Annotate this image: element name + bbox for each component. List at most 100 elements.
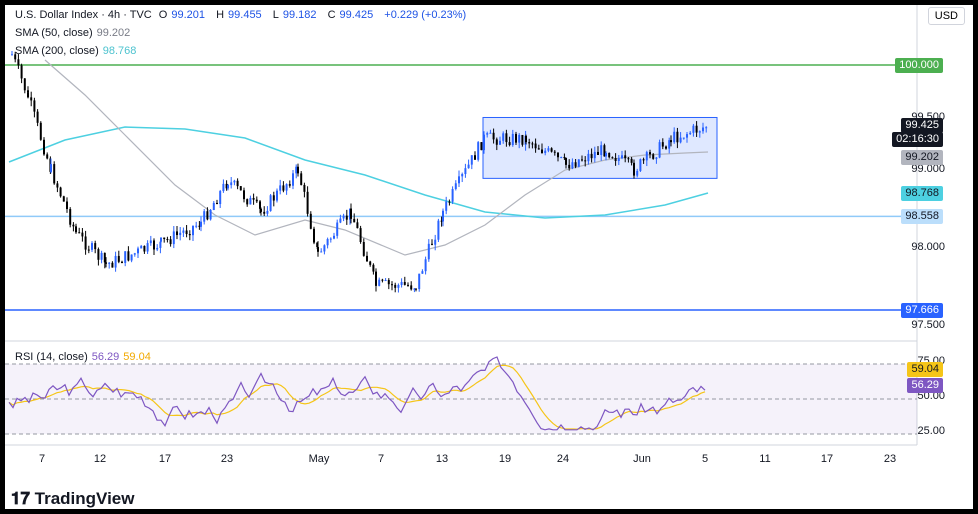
- candle-body: [415, 288, 417, 290]
- candle-body: [467, 164, 470, 169]
- candle-body: [182, 230, 185, 233]
- candle-body: [252, 197, 255, 200]
- candle-body: [156, 247, 159, 250]
- tradingview-logo[interactable]: 𝟏𝟕 TradingView: [11, 489, 134, 509]
- sma200-legend[interactable]: SMA (200, close) 98.768: [15, 45, 140, 57]
- low-value: 99.182: [282, 9, 317, 21]
- candle-body: [621, 155, 623, 159]
- candle-body: [72, 224, 75, 227]
- candle-body: [366, 255, 368, 262]
- candle-body: [306, 191, 309, 214]
- candle-body: [20, 65, 23, 79]
- change-value: +0.229 (+0.23%): [384, 9, 467, 21]
- symbol-title[interactable]: U.S. Dollar Index · 4h · TVC: [15, 9, 152, 21]
- candle-body: [673, 131, 676, 143]
- candle-body: [53, 164, 56, 184]
- sma50-legend[interactable]: SMA (50, close) 99.202: [15, 27, 134, 39]
- candle-body: [219, 191, 222, 205]
- candle-body: [642, 159, 645, 161]
- sma200-value: 98.768: [102, 45, 137, 57]
- x-tick-11: 11: [759, 453, 771, 465]
- candle-body: [670, 140, 672, 143]
- candle-body: [445, 201, 448, 211]
- candle-body: [94, 243, 97, 250]
- candle-body: [518, 134, 521, 143]
- candle-body: [434, 239, 437, 245]
- candle-body: [27, 92, 29, 98]
- rsi-tick-50: 50.00: [917, 390, 945, 402]
- candle-body: [216, 202, 218, 205]
- candle-body: [458, 176, 460, 184]
- sma200-price-label: 98.768: [901, 186, 943, 201]
- candle-body: [288, 184, 291, 186]
- candle-body: [46, 154, 49, 159]
- rsi-ma-line: [8, 364, 706, 430]
- candle-body: [689, 132, 692, 135]
- candle-body: [66, 201, 68, 210]
- candle-body: [263, 211, 266, 214]
- currency-button[interactable]: USD: [927, 7, 965, 25]
- high-label: H: [216, 9, 225, 21]
- candle-body: [84, 236, 87, 250]
- candle-body: [502, 133, 505, 141]
- candle-body: [127, 251, 130, 261]
- candle-body: [100, 252, 103, 260]
- chart-canvas[interactable]: [5, 5, 973, 509]
- candle-body: [541, 149, 543, 153]
- candle-body: [297, 166, 299, 174]
- candle-body: [391, 284, 393, 286]
- candle-body: [590, 153, 593, 159]
- candle-body: [534, 143, 537, 149]
- candle-body: [614, 157, 617, 162]
- x-tick-5: 7: [377, 453, 385, 465]
- open-value: 99.201: [171, 9, 206, 21]
- x-tick-12: 17: [820, 453, 834, 465]
- x-tick-3: 23: [220, 453, 234, 465]
- rsi-legend[interactable]: RSI (14, close) 56.29 59.04: [15, 351, 155, 363]
- candle-body: [499, 140, 501, 145]
- candle-body: [574, 162, 577, 167]
- candle-body: [255, 199, 258, 202]
- candle-body: [525, 135, 527, 143]
- candle-body: [461, 174, 464, 177]
- candle-body: [387, 280, 390, 285]
- candle-body: [97, 249, 100, 260]
- candle-body: [103, 252, 106, 263]
- candle-body: [528, 142, 531, 144]
- sma200-line: [8, 126, 709, 219]
- candle-body: [146, 243, 149, 252]
- candle-body: [682, 137, 685, 139]
- rsi-price-label: 56.29: [907, 378, 943, 393]
- candle-body: [149, 240, 152, 244]
- candle-body: [266, 210, 269, 214]
- candle-body: [661, 142, 664, 147]
- candle-body: [593, 151, 596, 159]
- candle-body: [442, 210, 444, 222]
- candle-body: [440, 220, 443, 222]
- candle-body: [560, 157, 563, 159]
- x-tick-10: 5: [701, 453, 709, 465]
- candle-body: [81, 232, 84, 237]
- sma50-value: 99.202: [96, 27, 131, 39]
- candle-body: [480, 142, 483, 151]
- candle-body: [568, 164, 571, 169]
- candle-body: [505, 133, 508, 143]
- candle-body: [243, 190, 245, 200]
- candle-body: [133, 253, 136, 255]
- candle-body: [397, 284, 400, 288]
- candle-body: [176, 231, 178, 236]
- candle-body: [272, 195, 275, 201]
- candle-body: [413, 288, 416, 290]
- candle-body: [309, 213, 312, 229]
- candle-body: [686, 134, 688, 138]
- rsi-line: [8, 356, 706, 431]
- candle-body: [557, 152, 559, 158]
- candle-body: [600, 145, 603, 156]
- last-price-label: 99.425: [901, 118, 943, 133]
- candle-body: [163, 237, 166, 240]
- candle-body: [464, 168, 467, 175]
- candle-body: [59, 187, 62, 197]
- candle-body: [665, 146, 667, 149]
- candle-body: [239, 186, 242, 191]
- candle-body: [581, 159, 583, 161]
